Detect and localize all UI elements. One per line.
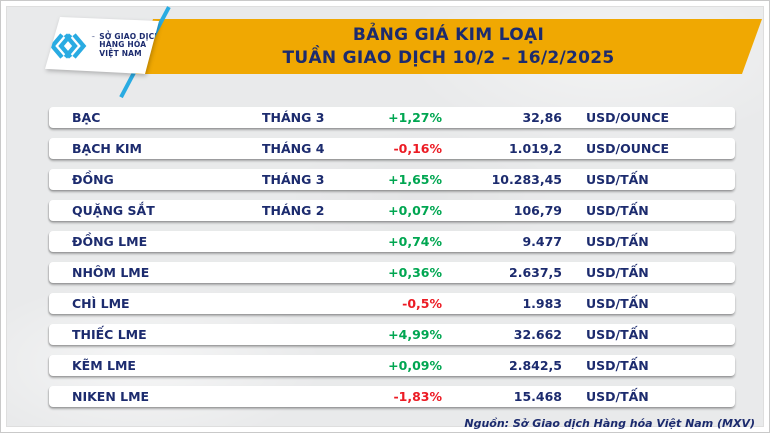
- contract-month: THÁNG 3: [262, 110, 325, 125]
- commodity-name: BẠCH KIM: [72, 141, 142, 156]
- commodity-name: QUẶNG SẮT: [72, 203, 155, 218]
- price-value: 32.662: [513, 327, 562, 342]
- table-row-kem-lme: KẼM LME +0,09% 2.842,5 USD/TẤN: [49, 355, 735, 376]
- price-unit: USD/TẤN: [586, 203, 649, 218]
- change-percent: +0,74%: [388, 234, 442, 249]
- logo-text: SỞ GIAO DỊCH HÀNG HÓA VIỆT NAM: [99, 33, 161, 59]
- price-unit: USD/TẤN: [586, 234, 649, 249]
- table-row-quang-sat: QUẶNG SẮT THÁNG 2 +0,07% 106,79 USD/TẤN: [49, 200, 735, 221]
- change-percent: +4,99%: [388, 327, 442, 342]
- change-percent: +1,27%: [388, 110, 442, 125]
- table-row-dong: ĐỒNG THÁNG 3 +1,65% 10.283,45 USD/TẤN: [49, 169, 735, 190]
- table-row-bach-kim: BẠCH KIM THÁNG 4 -0,16% 1.019,2 USD/OUNC…: [49, 138, 735, 159]
- change-percent: -0,16%: [393, 141, 442, 156]
- table-row-dong-lme: ĐỒNG LME +0,74% 9.477 USD/TẤN: [49, 231, 735, 252]
- change-percent: -1,83%: [393, 389, 442, 404]
- commodity-name: CHÌ LME: [72, 296, 130, 311]
- price-unit: USD/TẤN: [586, 296, 649, 311]
- logo-text-line1: SỞ GIAO DỊCH: [99, 31, 161, 41]
- contract-month: THÁNG 3: [262, 172, 325, 187]
- logo-text-line3: VIỆT NAM: [99, 48, 142, 58]
- source-credit: Nguồn: Sở Giao dịch Hàng hóa Việt Nam (M…: [464, 417, 755, 430]
- mxv-logo: ™ SỞ GIAO DỊCH HÀNG HÓA VIỆT NAM: [45, 17, 159, 74]
- commodity-name: KẼM LME: [72, 358, 136, 373]
- page-title-line2: TUẦN GIAO DỊCH 10/2 – 16/2/2025: [282, 47, 615, 68]
- commodity-name: NHÔM LME: [72, 265, 150, 280]
- price-unit: USD/TẤN: [586, 327, 649, 342]
- price-value: 9.477: [522, 234, 562, 249]
- price-unit: USD/TẤN: [586, 265, 649, 280]
- change-percent: +0,09%: [388, 358, 442, 373]
- price-unit: USD/TẤN: [586, 389, 649, 404]
- commodity-name: ĐỒNG LME: [72, 234, 148, 249]
- price-value: 1.019,2: [509, 141, 562, 156]
- mxv-chevron-icon: [49, 31, 87, 61]
- price-value: 10.283,45: [491, 172, 562, 187]
- table-row-nhom-lme: NHÔM LME +0,36% 2.637,5 USD/TẤN: [49, 262, 735, 283]
- table-row-chi-lme: CHÌ LME -0,5% 1.983 USD/TẤN: [49, 293, 735, 314]
- change-percent: -0,5%: [402, 296, 442, 311]
- commodity-name: ĐỒNG: [72, 172, 114, 187]
- price-unit: USD/OUNCE: [586, 141, 670, 156]
- price-value: 106,79: [513, 203, 562, 218]
- commodity-name: THIẾC LME: [72, 327, 147, 342]
- contract-month: THÁNG 4: [262, 141, 325, 156]
- contract-month: THÁNG 2: [262, 203, 325, 218]
- price-value: 32,86: [522, 110, 562, 125]
- price-value: 15.468: [513, 389, 562, 404]
- price-value: 2.637,5: [509, 265, 562, 280]
- change-percent: +0,36%: [388, 265, 442, 280]
- commodity-name: BẠC: [72, 110, 101, 125]
- price-unit: USD/OUNCE: [586, 110, 670, 125]
- price-unit: USD/TẤN: [586, 358, 649, 373]
- price-table: BẠC THÁNG 3 +1,27% 32,86 USD/OUNCE BẠCH …: [49, 107, 735, 417]
- header-banner: BẢNG GIÁ KIM LOẠI TUẦN GIAO DỊCH 10/2 – …: [135, 19, 762, 74]
- price-unit: USD/TẤN: [586, 172, 649, 187]
- price-value: 1.983: [522, 296, 562, 311]
- page-title-line1: BẢNG GIÁ KIM LOẠI: [352, 24, 545, 45]
- change-percent: +0,07%: [388, 203, 442, 218]
- change-percent: +1,65%: [388, 172, 442, 187]
- table-row-niken-lme: NIKEN LME -1,83% 15.468 USD/TẤN: [49, 386, 735, 407]
- table-row-thiec-lme: THIẾC LME +4,99% 32.662 USD/TẤN: [49, 324, 735, 345]
- trademark-symbol: ™: [91, 35, 96, 40]
- logo-text-line2: HÀNG HÓA: [99, 40, 147, 50]
- commodity-name: NIKEN LME: [72, 389, 150, 404]
- page-background: BẢNG GIÁ KIM LOẠI TUẦN GIAO DỊCH 10/2 – …: [6, 6, 764, 430]
- table-row-bac: BẠC THÁNG 3 +1,27% 32,86 USD/OUNCE: [49, 107, 735, 128]
- price-value: 2.842,5: [509, 358, 562, 373]
